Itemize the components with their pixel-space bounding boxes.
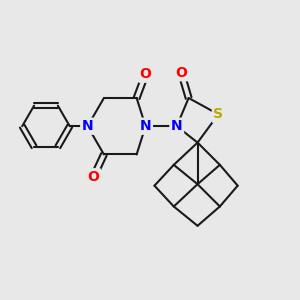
Text: S: S	[213, 107, 224, 121]
Text: N: N	[171, 119, 183, 133]
Text: O: O	[88, 170, 100, 184]
Text: N: N	[140, 119, 152, 133]
Text: N: N	[82, 119, 93, 133]
Text: O: O	[140, 67, 152, 81]
Text: O: O	[175, 66, 187, 80]
